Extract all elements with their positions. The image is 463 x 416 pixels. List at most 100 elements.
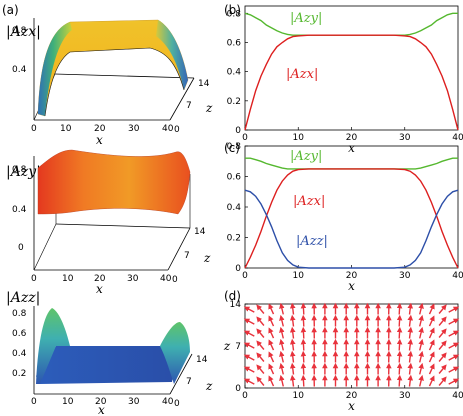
x-tick: 30 — [128, 397, 140, 407]
panel-label-c: (c) — [224, 141, 240, 155]
field-arrow — [448, 330, 460, 337]
field-arrow — [407, 314, 414, 327]
x-tick-label: 0 — [242, 133, 248, 143]
field-arrow — [289, 302, 296, 315]
y-tick-label: 0.6 — [227, 173, 242, 183]
field-arrow — [428, 339, 435, 351]
panel-label-b: (b) — [224, 3, 241, 17]
field-arrow — [448, 306, 460, 313]
field-arrow — [268, 315, 275, 327]
field-arrow — [300, 338, 307, 351]
x-tick: 0 — [31, 124, 37, 134]
x-axis-label: x — [348, 399, 355, 413]
value-tick: 0.8 — [12, 309, 27, 319]
surface-title-azx: |Azx| — [6, 24, 41, 40]
field-arrow — [428, 327, 435, 339]
field-arrow — [428, 315, 435, 327]
field-arrow — [243, 342, 255, 349]
z-axis-label: z — [205, 379, 213, 393]
field-arrow — [243, 306, 255, 313]
field-arrow — [243, 366, 255, 373]
field-arrow — [396, 350, 403, 363]
field-arrow — [407, 338, 414, 351]
field-arrow — [396, 338, 403, 351]
z-tick: 0 — [172, 275, 178, 285]
field-arrow — [438, 340, 447, 350]
y-tick-label: 7 — [235, 342, 241, 352]
panel-label-a: (a) — [2, 3, 19, 17]
value-tick: 0.4 — [12, 349, 27, 359]
field-arrow — [448, 366, 460, 373]
field-arrow — [396, 302, 403, 315]
field-arrow — [448, 318, 460, 325]
z-tick: 14 — [198, 79, 210, 89]
field-arrow — [300, 374, 307, 387]
field-arrow — [418, 350, 424, 363]
field-arrow — [448, 342, 460, 349]
field-arrow — [243, 378, 255, 385]
surface-title-azz: |Azz| — [6, 290, 40, 306]
y-tick-label: 0 — [235, 126, 241, 136]
value-tick: 0.6 — [12, 329, 27, 339]
x-tick: 30 — [127, 274, 139, 284]
field-arrow — [448, 354, 460, 361]
series-label: |Azx| — [293, 194, 325, 209]
z-tick: 7 — [186, 101, 192, 111]
field-arrow — [396, 326, 403, 339]
field-arrow — [396, 362, 403, 375]
x-tick-label: 40 — [452, 133, 463, 143]
surface-azz-left-peak — [36, 308, 70, 384]
x-tick-label: 40 — [452, 271, 463, 281]
field-arrow — [268, 327, 275, 339]
surface-azz-right-peak — [160, 322, 190, 384]
y-tick-label: 0.8 — [227, 142, 242, 152]
x-axis-label: x — [96, 282, 103, 296]
field-arrow — [407, 302, 414, 315]
panel-label-d: (d) — [224, 289, 241, 303]
series-label: |Azy| — [290, 11, 322, 26]
x-tick: 10 — [62, 274, 74, 284]
series-label: |Azz| — [296, 234, 328, 249]
field-arrow — [279, 350, 285, 363]
field-arrow — [428, 351, 435, 363]
z-tick: 14 — [196, 355, 208, 365]
field-arrow — [418, 338, 424, 351]
x-tick-label: 10 — [293, 271, 305, 281]
field-arrow — [438, 364, 447, 374]
line-plot-c: 0 10 20 30 40 0 0.2 0.4 0.6 0.8 x |Azy| |Azx| |Azz| — [227, 142, 463, 293]
field-arrow — [268, 363, 275, 375]
value-tick: 0.8 — [12, 165, 27, 175]
y-tick-label: 0.2 — [227, 97, 241, 107]
surface-azy — [37, 149, 191, 215]
value-tick-zero: 0 — [18, 243, 24, 253]
x-tick-label: 20 — [346, 271, 358, 281]
x-tick: 10 — [60, 124, 72, 134]
vector-field-d: 0 10 20 30 40 0 7 14 x z — [223, 300, 463, 413]
z-tick: 0 — [174, 125, 180, 135]
field-arrow — [300, 362, 307, 375]
series-line — [244, 189, 459, 269]
field-arrow — [396, 374, 403, 387]
field-arrow — [418, 362, 424, 375]
field-arrow — [256, 304, 265, 314]
field-arrow — [243, 318, 255, 325]
field-arrow — [289, 374, 296, 387]
field-arrow — [268, 375, 275, 387]
surface-plot-azx: |Azx| 0.4 0.8 0 10 20 30 40 x 0 7 14 z — [6, 18, 213, 147]
y-tick-label: 14 — [230, 300, 242, 310]
x-tick: 20 — [95, 397, 107, 407]
field-arrow — [256, 376, 265, 386]
field-arrow — [256, 364, 265, 374]
box-edge — [169, 353, 193, 395]
field-arrow — [268, 339, 275, 351]
x-tick: 40 — [162, 397, 174, 407]
series-label: |Azy| — [290, 149, 322, 164]
series-line — [244, 12, 458, 36]
field-arrow — [279, 302, 285, 315]
field-arrow — [300, 350, 307, 363]
x-tick-label: 10 — [293, 133, 305, 143]
field-arrow — [243, 330, 255, 337]
field-arrow — [300, 314, 307, 327]
x-axis-label: x — [98, 403, 105, 416]
y-tick-label: 0.6 — [227, 38, 242, 48]
